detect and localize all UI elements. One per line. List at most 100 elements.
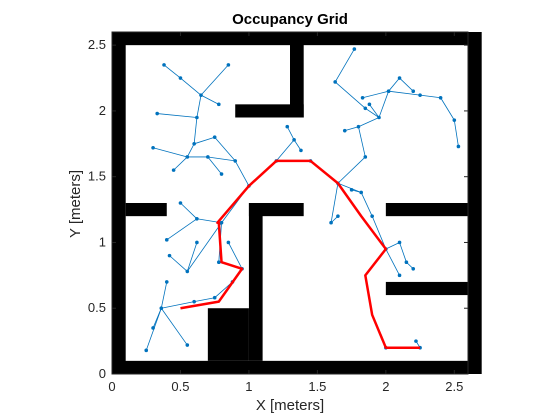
x-tick-label: 1 <box>245 379 252 394</box>
tree-edge <box>399 77 414 92</box>
tree-edge <box>200 94 219 105</box>
tree-edge <box>337 156 366 184</box>
tree-edge <box>360 192 373 217</box>
tree-edge <box>207 156 222 175</box>
tree-node <box>299 148 303 153</box>
tree-edge <box>365 107 380 118</box>
tree-node <box>397 273 402 278</box>
chart-title: Occupancy Grid <box>232 11 348 28</box>
tree-edge <box>166 218 198 241</box>
obstacle-cell <box>290 32 304 118</box>
tree-edge <box>193 117 198 144</box>
tree-node <box>333 80 337 84</box>
tree-node <box>386 89 391 93</box>
y-tick-label: 0.5 <box>88 300 106 315</box>
tree-edge <box>180 77 202 96</box>
tree-node <box>185 155 190 159</box>
tree-node <box>185 269 190 274</box>
tree-node <box>360 95 365 100</box>
tree-node <box>164 238 169 242</box>
tree-edge <box>228 242 243 269</box>
x-tick-label: 1.5 <box>308 379 326 394</box>
tree-edge <box>180 202 198 220</box>
tree-edge <box>369 104 380 118</box>
tree-edge <box>388 77 400 92</box>
tree-node <box>367 102 372 107</box>
tree-node <box>151 145 155 150</box>
tree-edge <box>152 147 188 158</box>
tree-edge <box>337 182 362 193</box>
x-tick-label: 2 <box>382 379 389 394</box>
tree-edge <box>334 81 366 109</box>
tree-node <box>397 76 402 80</box>
x-tick-label: 0 <box>108 379 115 394</box>
tree-node <box>159 306 164 311</box>
tree-node <box>456 144 461 149</box>
tree-node <box>164 280 169 284</box>
tree-node <box>195 216 199 221</box>
tree-node <box>404 260 409 264</box>
tree-node <box>418 93 422 97</box>
tree-edge <box>276 139 295 162</box>
tree-node <box>414 339 418 343</box>
tree-node <box>363 155 368 159</box>
obstacle-cell <box>248 203 263 361</box>
tree-node <box>359 190 364 195</box>
tree-edge <box>388 90 421 96</box>
tree-node <box>195 240 199 245</box>
tree-edge <box>385 242 400 250</box>
tree-node <box>219 220 224 225</box>
tree-node <box>233 159 238 163</box>
tree-node <box>292 138 296 142</box>
tree-node <box>151 326 155 330</box>
tree-node <box>155 111 159 116</box>
tree-edge <box>385 248 400 276</box>
tree-edge <box>234 160 250 187</box>
obstacle-cell <box>112 360 468 374</box>
plot-area: 0 0.5 1 1.5 2 2.5 0 0.5 1 1.5 2 2.5 <box>88 31 482 394</box>
tree-edge <box>200 64 229 96</box>
obstacle-cell <box>125 203 167 217</box>
tree-node <box>217 102 221 107</box>
tree-node <box>162 63 166 67</box>
tree-node <box>217 260 221 264</box>
tree-node <box>199 93 203 97</box>
tree-node <box>352 47 357 51</box>
tree-edge <box>173 156 188 171</box>
tree-node <box>397 240 402 245</box>
tree-edge <box>440 97 455 121</box>
obstacle-cell <box>235 104 304 118</box>
tick-layer: 0 0.5 1 1.5 2 2.5 0 0.5 1 1.5 2 2.5 <box>88 32 468 394</box>
y-tick-label: 1.5 <box>88 169 106 184</box>
obstacle-cell <box>248 203 304 217</box>
tree-edge <box>344 126 359 132</box>
tree-node <box>377 115 381 120</box>
tree-node <box>370 214 374 218</box>
tree-node <box>329 220 333 225</box>
tree-node <box>178 201 183 205</box>
obstacle-cell <box>468 32 482 374</box>
tree-node <box>411 89 416 93</box>
tree-node <box>144 348 149 353</box>
y-axis-label: Y [meters] <box>67 170 84 238</box>
tree-node <box>219 172 224 176</box>
tree-edge <box>378 91 389 118</box>
tree-edge <box>169 255 188 272</box>
x-tick-label: 2.5 <box>445 379 463 394</box>
tree-node <box>212 295 217 300</box>
tree-node <box>195 115 199 120</box>
tree-edge <box>330 183 339 223</box>
tree-edge <box>358 117 380 128</box>
tree-edge <box>214 136 236 162</box>
tree-edge <box>161 301 195 309</box>
tree-edge <box>160 281 168 309</box>
tree-edge <box>293 139 302 151</box>
obstacle-cell <box>112 32 126 374</box>
x-axis-label: X [meters] <box>256 397 324 414</box>
path-layer <box>180 159 421 349</box>
obstacle-cell <box>207 308 249 361</box>
tree-edge <box>453 120 459 147</box>
obstacle-layer <box>112 32 482 374</box>
tree-node <box>171 168 176 172</box>
